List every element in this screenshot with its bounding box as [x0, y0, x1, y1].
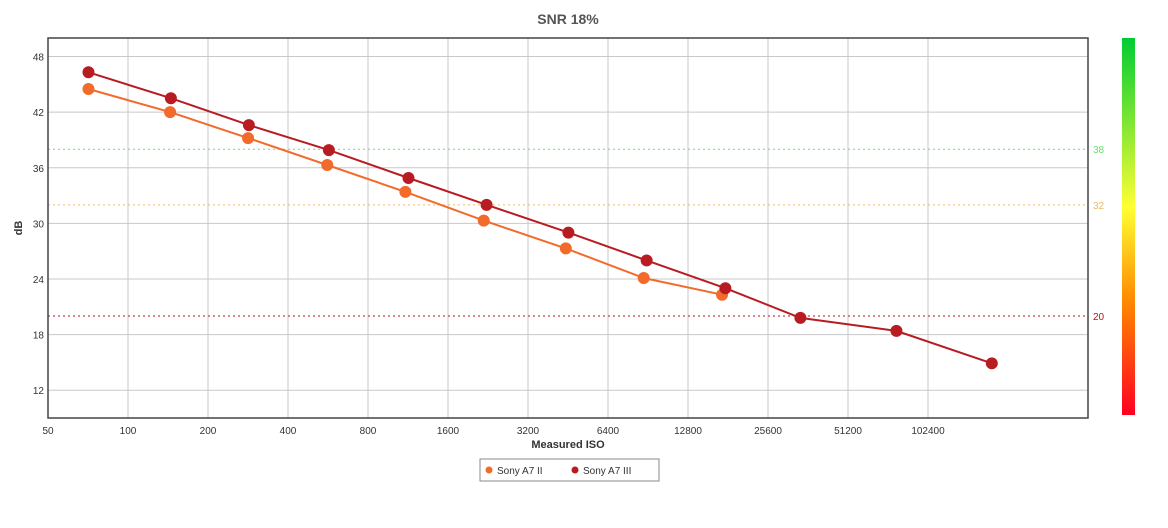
y-tick-label: 36: [33, 164, 45, 175]
reference-lines: 38 32 20: [48, 145, 1105, 323]
data-point: [82, 82, 95, 95]
reference-line-label: 32: [1093, 201, 1105, 212]
data-point: [794, 311, 807, 324]
y-axis-ticks: 12 18 24 30 36 42 48: [33, 53, 45, 398]
legend-marker: [485, 466, 493, 474]
data-point: [321, 158, 334, 171]
x-tick-label: 6400: [597, 426, 620, 437]
legend-marker: [571, 466, 579, 474]
color-scale-bar: [1122, 38, 1135, 415]
data-point: [242, 119, 255, 132]
y-tick-label: 48: [33, 53, 45, 64]
data-point: [637, 272, 650, 285]
chart-title: SNR 18%: [537, 11, 599, 27]
data-point: [640, 254, 653, 267]
x-tick-label: 102400: [911, 426, 945, 437]
y-axis-label: dB: [13, 221, 25, 236]
data-point: [890, 324, 903, 337]
y-tick-label: 18: [33, 331, 45, 342]
data-point: [242, 132, 255, 145]
data-point: [559, 242, 572, 255]
data-point: [480, 198, 493, 211]
x-tick-label: 200: [200, 426, 217, 437]
x-tick-label: 800: [360, 426, 377, 437]
data-point: [82, 66, 95, 79]
y-tick-label: 24: [33, 275, 45, 286]
legend-label: Sony A7 III: [583, 466, 631, 477]
data-point: [164, 106, 177, 119]
x-tick-label: 50: [42, 426, 54, 437]
legend-label: Sony A7 II: [497, 466, 543, 477]
plot-frame: [47, 37, 1089, 419]
data-point: [719, 282, 732, 295]
reference-line-label: 20: [1093, 312, 1105, 323]
data-point: [399, 185, 412, 198]
data-point: [562, 226, 575, 239]
data-point: [402, 171, 415, 184]
series: [82, 66, 998, 370]
data-point: [322, 144, 335, 157]
data-point: [164, 92, 177, 105]
x-tick-label: 3200: [517, 426, 540, 437]
x-tick-label: 100: [120, 426, 137, 437]
data-point: [985, 357, 998, 370]
x-tick-label: 25600: [754, 426, 782, 437]
data-point: [477, 214, 490, 227]
x-tick-label: 400: [280, 426, 297, 437]
x-tick-label: 1600: [437, 426, 460, 437]
x-axis-label: Measured ISO: [531, 439, 605, 451]
grid: [47, 38, 1088, 418]
x-axis-ticks: 50 100 200 400 800 1600 3200 6400 12800 25600 5120…: [42, 426, 945, 437]
legend-box: [479, 458, 660, 482]
x-tick-label: 51200: [834, 426, 862, 437]
y-tick-label: 12: [33, 386, 45, 397]
series-line: [88, 71, 993, 365]
y-tick-label: 42: [33, 108, 45, 119]
legend: Sony A7 II Sony A7 III: [479, 458, 660, 482]
reference-line-label: 38: [1093, 145, 1105, 156]
x-tick-label: 12800: [674, 426, 702, 437]
y-tick-label: 30: [33, 219, 45, 230]
